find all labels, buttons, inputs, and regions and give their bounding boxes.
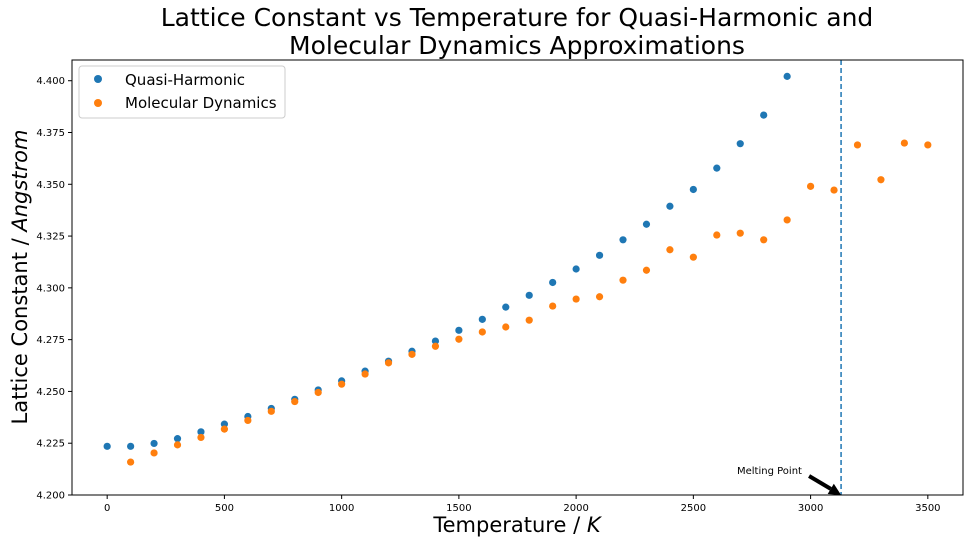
y-tick-label: 4.325 — [36, 232, 65, 243]
molecular-dynamics-point — [924, 141, 932, 149]
molecular-dynamics-point — [455, 335, 463, 343]
molecular-dynamics-point — [900, 139, 908, 147]
molecular-dynamics-point — [338, 380, 346, 388]
molecular-dynamics-point — [572, 295, 580, 303]
y-tick-label: 4.350 — [36, 180, 65, 191]
molecular-dynamics-point — [173, 441, 182, 449]
quasi-harmonic-point — [127, 442, 135, 450]
molecular-dynamics-point — [760, 236, 768, 244]
x-axis-label-text: Temperature / — [432, 513, 586, 537]
legend-box — [78, 65, 286, 119]
x-tick-label: 3500 — [915, 503, 940, 514]
quasi-harmonic-point — [572, 265, 580, 273]
y-tick-label: 4.300 — [36, 283, 65, 294]
x-axis-label: Temperature / K — [432, 513, 602, 537]
molecular-dynamics-point — [525, 316, 533, 324]
molecular-dynamics-point — [877, 176, 885, 184]
quasi-harmonic-point — [478, 315, 486, 323]
quasi-harmonic-point — [197, 428, 205, 436]
annotation-arrow-head — [827, 483, 842, 495]
molecular-dynamics-point — [220, 425, 229, 433]
quasi-harmonic-point — [666, 202, 674, 210]
molecular-dynamics-point — [267, 407, 275, 415]
y-tick-label: 4.375 — [36, 128, 65, 139]
x-tick-label: 500 — [215, 503, 234, 514]
quasi-harmonic-point — [619, 236, 627, 244]
quasi-harmonic-point — [689, 185, 697, 194]
molecular-dynamics-point — [783, 216, 791, 224]
annotation-arrow-shaft — [808, 474, 832, 491]
y-axis-label: Lattice Constant / Angstrom — [8, 130, 32, 425]
molecular-dynamics-point — [619, 276, 627, 284]
molecular-dynamics-point — [689, 253, 697, 261]
quasi-harmonic-point — [103, 442, 111, 450]
molecular-dynamics-point — [549, 302, 557, 310]
y-axis-ticks: 4.200 4.225 4.250 4.275 4.300 4.325 4.350 4.375… — [36, 76, 72, 502]
molecular-dynamics-point — [595, 293, 604, 301]
x-tick-label: 0 — [104, 503, 110, 514]
plot-area — [103, 60, 932, 495]
y-axis-label-unit: Angstrom — [8, 130, 32, 234]
x-tick-label: 3000 — [798, 503, 823, 514]
legend-marker-molecular-dynamics — [94, 99, 102, 107]
molecular-dynamics-point — [150, 449, 158, 457]
quasi-harmonic-point — [736, 140, 744, 148]
molecular-dynamics-point — [830, 186, 838, 194]
molecular-dynamics-point — [478, 328, 486, 336]
molecular-dynamics-point — [502, 323, 510, 331]
melting-point-annotation: Melting Point — [737, 466, 842, 495]
quasi-harmonic-point — [642, 220, 651, 228]
quasi-harmonic-point — [150, 439, 158, 448]
molecular-dynamics-point — [244, 416, 252, 425]
chart-title-line-1: Lattice Constant vs Temperature for Quas… — [161, 3, 874, 32]
molecular-dynamics-point — [127, 458, 135, 466]
y-tick-label: 4.200 — [36, 491, 65, 502]
quasi-harmonic-point — [502, 303, 510, 311]
x-tick-label: 1500 — [446, 503, 471, 514]
molecular-dynamics-point — [408, 350, 416, 358]
legend-marker-quasi-harmonic — [94, 75, 102, 83]
legend: Quasi-Harmonic Molecular Dynamics — [78, 65, 286, 119]
quasi-harmonic-point — [595, 251, 604, 259]
legend-label-quasi-harmonic: Quasi-Harmonic — [125, 71, 245, 89]
molecular-dynamics-point — [361, 370, 369, 378]
quasi-harmonic-point — [220, 420, 229, 428]
y-axis-label-text: Lattice Constant / — [8, 232, 32, 425]
y-tick-label: 4.225 — [36, 439, 65, 450]
quasi-harmonic-point — [455, 326, 463, 334]
legend-label-molecular-dynamics: Molecular Dynamics — [125, 94, 277, 112]
x-tick-label: 1000 — [329, 503, 354, 514]
y-tick-label: 4.400 — [36, 76, 65, 87]
x-tick-label: 2500 — [681, 503, 706, 514]
molecular-dynamics-point — [384, 359, 393, 367]
molecular-dynamics-point — [314, 388, 322, 397]
molecular-dynamics-point — [806, 182, 815, 190]
molecular-dynamics-point — [853, 141, 862, 149]
quasi-harmonic-point — [525, 291, 533, 299]
chart-title-line-2: Molecular Dynamics Approximations — [289, 31, 745, 60]
molecular-dynamics-point — [666, 246, 674, 254]
quasi-harmonic-point — [549, 278, 557, 287]
quasi-harmonic-point — [783, 72, 791, 80]
x-axis-ticks: 0 500 1000 1500 2000 2500 3000 3500 — [104, 495, 941, 514]
axes-frame — [71, 59, 964, 496]
y-tick-label: 4.275 — [36, 335, 65, 346]
x-tick-label: 2000 — [563, 503, 588, 514]
x-axis-label-unit: K — [587, 513, 603, 537]
molecular-dynamics-point — [713, 231, 721, 239]
molecular-dynamics-point — [736, 229, 744, 237]
quasi-harmonic-point — [173, 435, 182, 443]
molecular-dynamics-point — [197, 433, 205, 442]
quasi-harmonic-point — [431, 337, 440, 345]
molecular-dynamics-point — [291, 397, 299, 406]
quasi-harmonic-point — [760, 111, 768, 119]
quasi-harmonic-point — [713, 164, 721, 172]
y-tick-label: 4.250 — [36, 387, 65, 398]
annotation-text: Melting Point — [737, 466, 802, 477]
molecular-dynamics-point — [642, 266, 651, 274]
molecular-dynamics-point — [431, 342, 440, 350]
